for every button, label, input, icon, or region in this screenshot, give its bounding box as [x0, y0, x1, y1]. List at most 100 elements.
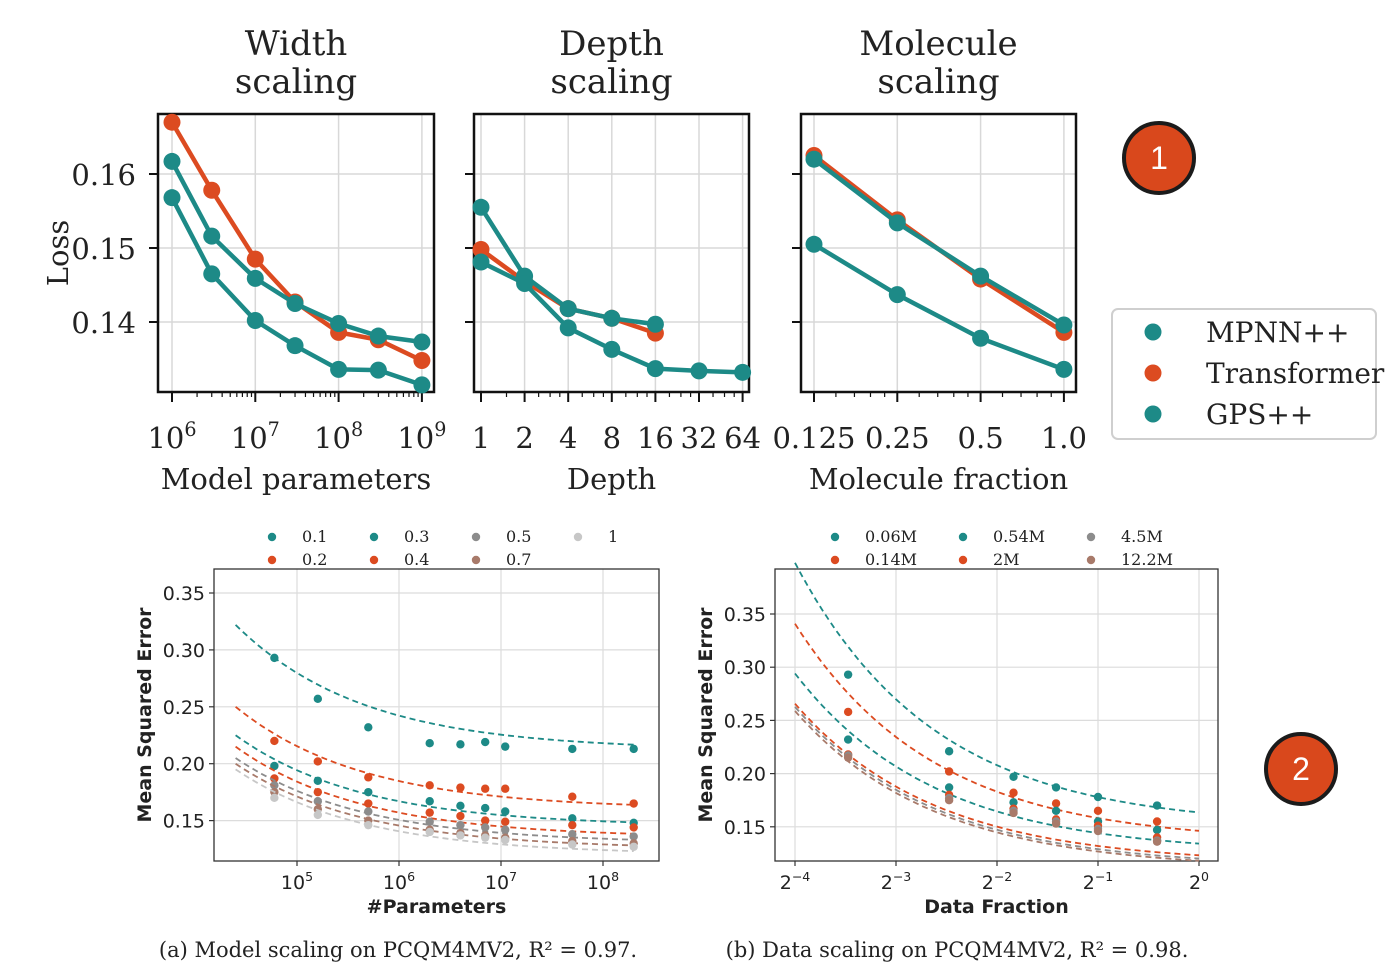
data-point-1 — [364, 820, 373, 830]
legend-marker — [830, 532, 840, 542]
badge-2: 2 — [1264, 732, 1338, 806]
x-axis-label: Model parameters — [161, 462, 432, 496]
data-point-0.4 — [364, 799, 373, 808]
caption-b: (b) Data scaling on PCQM4MV2, R² = 0.98. — [726, 938, 1189, 962]
legend-label: 0.4 — [404, 550, 429, 569]
data-point-GPS++ — [559, 319, 577, 337]
data-point-0.2 — [270, 736, 279, 746]
data-point-MPNN++ — [203, 227, 221, 245]
legend-label: 12.2M — [1121, 550, 1173, 569]
data-point-1 — [313, 810, 323, 820]
legend-marker — [471, 555, 481, 565]
data-point-0.3 — [481, 803, 490, 813]
x-tick-label: 108 — [587, 869, 619, 894]
data-point-GPS++ — [972, 329, 990, 347]
data-point-MPNN++ — [246, 269, 264, 287]
data-point-0.4 — [425, 808, 434, 817]
caption-a: (a) Model scaling on PCQM4MV2, R² = 0.97… — [159, 938, 637, 962]
data-point-0.4 — [568, 820, 577, 830]
data-point-0.5 — [629, 832, 638, 841]
data-point-0.3 — [568, 814, 577, 823]
data-point-0.1 — [481, 737, 490, 747]
series-line-Transformer — [812, 153, 1066, 335]
x-tick-label: 107 — [485, 869, 517, 894]
data-point-0.14M — [1093, 806, 1103, 816]
data-point-0.54M — [1152, 825, 1162, 835]
data-point-GPS++ — [330, 360, 348, 378]
legend-marker — [369, 555, 379, 565]
data-point-1 — [425, 827, 434, 837]
data-point-0.1 — [313, 694, 323, 704]
y-tick-label: 0.15 — [163, 811, 205, 833]
fit-line-0.4 — [235, 745, 634, 835]
top-panel-3: 0.125 0.25 0.5 1.0 Molecule scaling Molecule f… — [772, 24, 1086, 496]
data-point-0.2 — [568, 792, 577, 801]
data-point-0.1 — [364, 723, 373, 732]
y-tick-label: 0.20 — [163, 754, 205, 776]
legend-label: 0.3 — [404, 527, 429, 546]
data-point-GPS++ — [413, 376, 431, 394]
data-point-0.5 — [481, 823, 490, 832]
x-axis-label: Data Fraction — [924, 896, 1069, 918]
x-tick-label: 4 — [559, 421, 577, 455]
legend-marker — [471, 532, 481, 542]
x-tick-label: 0.125 — [772, 421, 855, 455]
data-point-GPS++ — [472, 253, 490, 271]
fit-line-0.06M — [794, 562, 1200, 814]
y-tick-label: 0.14 — [71, 306, 136, 340]
legend-marker — [267, 555, 277, 565]
data-point-MPNN++ — [472, 198, 490, 216]
legend-marker — [830, 555, 840, 565]
y-tick-label: 0.25 — [724, 710, 766, 732]
fit-line-0.5 — [235, 757, 634, 841]
y-tick-label: 0.15 — [71, 232, 136, 266]
fit-line-0.1 — [234, 624, 634, 746]
x-axis-label: #Parameters — [367, 896, 507, 918]
y-tick-label: 0.15 — [724, 817, 766, 839]
x-tick-label: 106 — [147, 418, 196, 455]
y-tick-label: 0.30 — [163, 640, 205, 662]
data-point-0.06M — [1009, 772, 1018, 781]
data-point-0.2 — [629, 799, 638, 808]
fit-line-12.2M — [794, 710, 1200, 862]
data-point-Transformer — [472, 240, 490, 258]
x-tick-label: 32 — [681, 421, 718, 455]
legend-label: 0.54M — [993, 527, 1045, 546]
data-point-GPS++ — [286, 337, 304, 355]
data-point-0.5 — [501, 825, 510, 834]
legend-label: 0.2 — [302, 550, 327, 569]
data-point-GPS++ — [734, 363, 752, 381]
data-point-0.2 — [501, 784, 510, 793]
data-point-0.4 — [270, 774, 279, 783]
data-point-0.4 — [313, 787, 323, 797]
y-tick-label: 0.25 — [163, 697, 205, 719]
y-tick-label: 0.16 — [71, 158, 136, 192]
x-tick-label: 2−3 — [881, 869, 912, 894]
data-point-0.54M — [1051, 806, 1061, 816]
legend-top: MPNN++ Transformer GPS++ — [1111, 308, 1385, 440]
data-point-GPS++ — [888, 286, 906, 304]
data-point-12.2M — [1009, 808, 1018, 818]
y-axis-label: Mean Squared Error — [695, 607, 717, 823]
x-tick-label: 2−2 — [982, 869, 1013, 894]
axes-frame — [156, 112, 436, 394]
data-point-MPNN++ — [805, 150, 823, 168]
data-point-MPNN++ — [603, 309, 621, 327]
axes-frame — [213, 568, 660, 862]
legend-marker — [1144, 364, 1162, 382]
panel-title: Depth scaling — [550, 24, 672, 102]
x-tick-label: 108 — [314, 418, 363, 455]
x-tick-label: 64 — [724, 421, 761, 455]
data-point-0.14M — [1051, 799, 1061, 808]
x-tick-label: 2−1 — [1083, 869, 1114, 894]
data-point-0.3 — [313, 776, 323, 785]
data-point-0.1 — [501, 742, 510, 751]
data-point-0.5 — [568, 830, 577, 839]
data-point-MPNN++ — [972, 267, 990, 285]
data-point-GPS++ — [1055, 360, 1073, 378]
data-point-MPNN++ — [163, 152, 181, 170]
data-point-GPS++ — [163, 189, 181, 207]
x-tick-label: 16 — [637, 421, 674, 455]
legend-label: 0.06M — [865, 527, 917, 546]
